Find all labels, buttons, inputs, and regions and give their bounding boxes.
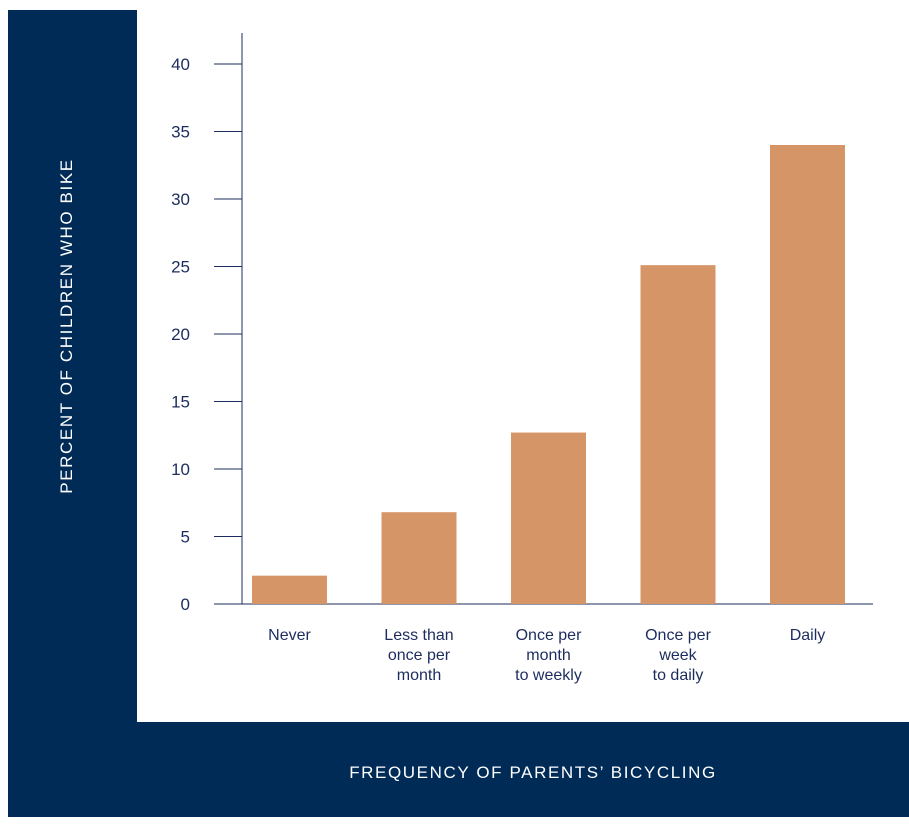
y-tick-label: 10 bbox=[171, 460, 190, 479]
x-axis-title: FREQUENCY OF PARENTS’ BICYCLING bbox=[349, 763, 717, 782]
y-tick-label: 30 bbox=[171, 190, 190, 209]
category-label: Less than once per month bbox=[384, 627, 453, 684]
category-label-line: Daily bbox=[790, 627, 826, 644]
y-tick-label: 20 bbox=[171, 325, 190, 344]
category-label: Once per month to weekly bbox=[515, 627, 582, 684]
category-label-line: once per bbox=[388, 647, 451, 664]
category-label-line: Never bbox=[268, 627, 311, 644]
category-label-line: to daily bbox=[653, 667, 704, 684]
y-tick-label: 5 bbox=[181, 528, 190, 547]
y-tick-label: 0 bbox=[181, 595, 190, 614]
y-tick-label: 15 bbox=[171, 393, 190, 412]
y-tick-label: 40 bbox=[171, 55, 190, 74]
bar bbox=[770, 145, 845, 604]
y-axis: 0 5 10 15 20 25 30 35 40 bbox=[171, 33, 243, 614]
bar bbox=[511, 432, 586, 604]
bar bbox=[640, 265, 716, 604]
category-label-line: Less than bbox=[384, 627, 453, 644]
category-labels: Never Less than once per month Once per month… bbox=[268, 627, 825, 684]
bars bbox=[252, 145, 845, 604]
category-label-line: month bbox=[397, 667, 441, 684]
y-tick-label: 25 bbox=[171, 258, 190, 277]
y-axis-title: PERCENT OF CHILDREN WHO BIKE bbox=[57, 158, 76, 494]
category-label: Once per week to daily bbox=[645, 627, 711, 684]
y-tick-label: 35 bbox=[171, 123, 190, 142]
category-label-line: to weekly bbox=[515, 667, 582, 684]
category-label: Never bbox=[268, 627, 311, 644]
category-label-line: month bbox=[526, 647, 570, 664]
category-label-line: week bbox=[658, 647, 697, 664]
bar bbox=[252, 575, 327, 604]
bar bbox=[381, 512, 457, 604]
category-label-line: Once per bbox=[516, 627, 582, 644]
category-label-line: Once per bbox=[645, 627, 711, 644]
category-label: Daily bbox=[790, 627, 826, 644]
